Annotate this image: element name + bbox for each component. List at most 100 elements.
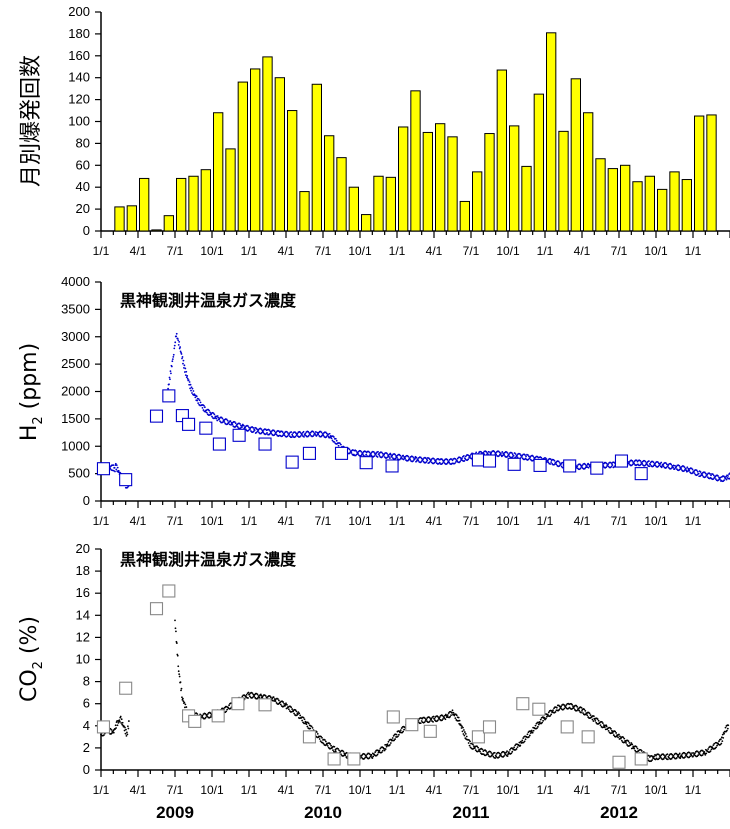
x-tick-label: 7/1 — [611, 514, 628, 528]
sample-marker — [359, 456, 373, 470]
data-point — [311, 726, 314, 729]
data-point — [707, 748, 710, 750]
y-tick-label: 14 — [76, 607, 90, 622]
data-point — [321, 434, 323, 437]
data-point — [394, 738, 397, 740]
x-tick-label: 4/1 — [278, 244, 295, 258]
sample-marker — [386, 710, 400, 724]
data-point — [376, 753, 379, 756]
sample-marker — [423, 724, 437, 738]
data-point — [677, 755, 680, 758]
sample-marker — [96, 720, 111, 734]
data-point — [646, 461, 648, 464]
data-point — [465, 735, 468, 738]
data-point — [317, 433, 320, 436]
top-y-ticks: 0 20 40 60 80 100 120 140 160 180 200 — [68, 4, 101, 238]
data-point — [182, 359, 185, 362]
data-point — [504, 753, 507, 756]
data-point — [126, 733, 129, 736]
data-point — [194, 396, 197, 399]
data-point — [395, 733, 398, 736]
data-point — [404, 457, 406, 460]
x-tick-label: 1/1 — [685, 514, 702, 528]
bar — [114, 206, 125, 232]
data-point — [696, 470, 699, 473]
data-point — [211, 415, 213, 418]
data-point — [454, 717, 457, 720]
data-point — [666, 758, 669, 761]
bar — [410, 90, 421, 232]
data-point — [721, 733, 724, 736]
bar — [324, 135, 335, 232]
data-point — [583, 467, 586, 470]
data-point — [475, 451, 478, 454]
data-point — [725, 475, 728, 478]
data-point — [498, 752, 501, 755]
bar — [447, 136, 458, 232]
data-point — [662, 463, 665, 466]
data-point — [429, 717, 432, 720]
data-point — [374, 751, 377, 754]
data-point — [339, 442, 341, 445]
data-point — [596, 718, 599, 720]
bar — [620, 164, 631, 232]
sample-marker — [211, 709, 225, 723]
data-point — [313, 434, 315, 436]
data-point — [264, 694, 267, 697]
data-point — [670, 757, 673, 760]
data-point — [523, 740, 526, 743]
data-point — [181, 356, 184, 358]
data-point — [297, 711, 300, 714]
data-point — [611, 732, 614, 734]
data-point — [284, 704, 286, 707]
data-point — [225, 710, 228, 713]
data-point — [355, 450, 358, 452]
data-point — [534, 724, 537, 727]
data-point — [248, 693, 251, 696]
data-point — [433, 461, 436, 464]
data-point — [648, 465, 651, 468]
data-point — [710, 748, 713, 751]
data-point — [110, 728, 113, 731]
data-point — [467, 458, 470, 461]
data-point — [208, 409, 211, 412]
data-point — [583, 708, 586, 711]
year-label: 2010 — [304, 803, 342, 822]
sample-marker — [614, 454, 629, 468]
data-point — [511, 453, 514, 456]
sample-marker — [385, 459, 399, 473]
data-point — [684, 467, 687, 470]
data-point — [690, 754, 693, 757]
data-point — [647, 754, 650, 757]
data-point — [702, 750, 704, 752]
sample-marker — [188, 714, 202, 728]
data-point — [348, 448, 351, 451]
data-point — [689, 755, 692, 758]
y-tick-label: 16 — [76, 585, 90, 600]
data-point — [639, 459, 642, 462]
data-point — [438, 717, 441, 720]
data-point — [700, 474, 702, 477]
h2-continuous-series — [100, 332, 730, 489]
y-tick-label: 0 — [83, 762, 90, 777]
data-point — [368, 451, 371, 454]
data-point — [333, 441, 336, 443]
y-tick-label: 1500 — [61, 411, 90, 426]
data-point — [183, 371, 186, 373]
bar — [459, 200, 470, 232]
data-point — [430, 718, 433, 721]
data-point — [665, 462, 667, 465]
data-point — [229, 707, 232, 710]
data-point — [381, 455, 384, 458]
data-point — [216, 419, 219, 422]
bar — [398, 126, 409, 232]
data-point — [203, 406, 206, 409]
data-point — [304, 432, 307, 435]
data-point — [386, 452, 388, 455]
data-point — [489, 451, 491, 454]
top-panel: 0 20 40 60 80 100 120 140 160 180 200 1/1 4/1 7/1 10/… — [19, 4, 730, 258]
x-tick-label: 10/1 — [200, 244, 224, 258]
sample-marker — [532, 702, 546, 716]
data-point — [330, 437, 333, 440]
data-point — [451, 712, 453, 714]
